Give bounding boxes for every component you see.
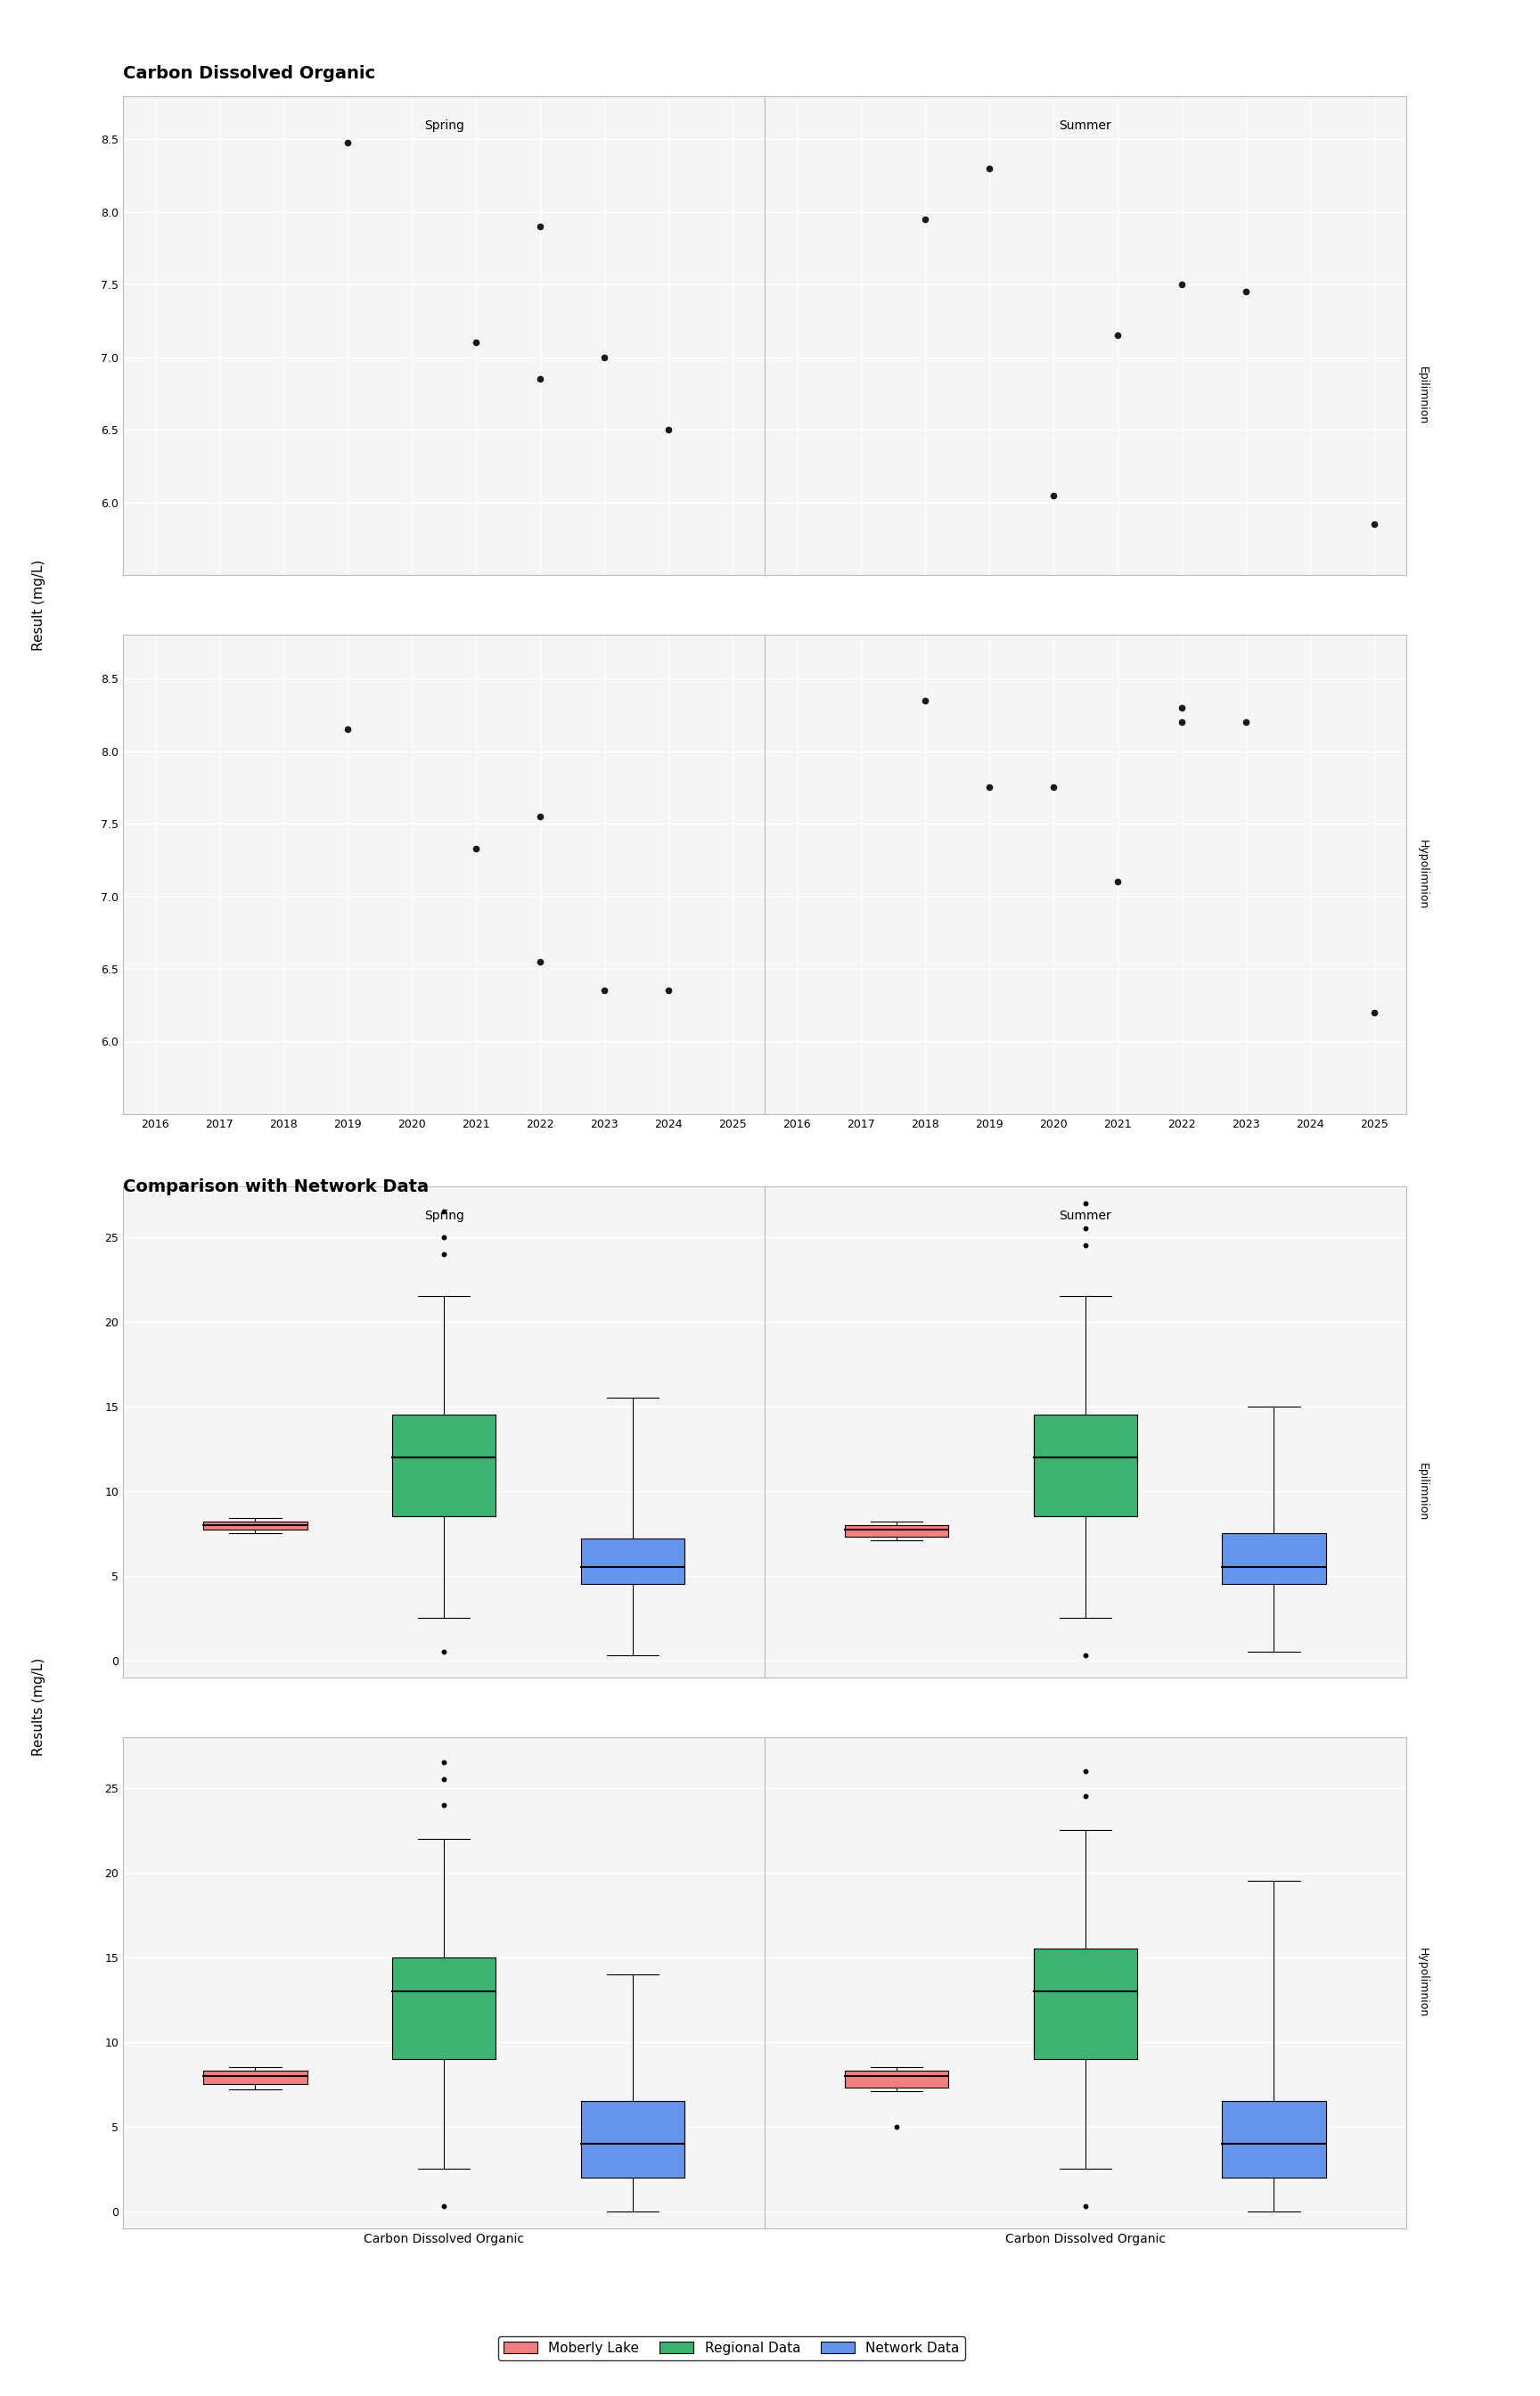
Text: Hypolimnion: Hypolimnion <box>1417 839 1429 910</box>
Text: Spring: Spring <box>424 1210 464 1222</box>
Point <box>976 149 1001 187</box>
Point <box>431 1785 456 1823</box>
Bar <box>393 1958 496 2058</box>
Text: Results (mg/L): Results (mg/L) <box>32 1658 45 1756</box>
Point <box>431 1632 456 1670</box>
Bar <box>581 1538 684 1584</box>
Point <box>1073 1184 1098 1222</box>
Point <box>528 942 553 980</box>
Point <box>591 970 616 1009</box>
Point <box>913 680 938 719</box>
Bar <box>1223 1533 1326 1584</box>
Point <box>1169 702 1193 740</box>
Point <box>1169 688 1193 726</box>
Point <box>1234 273 1258 311</box>
Point <box>1073 1751 1098 1790</box>
Text: Comparison with Network Data: Comparison with Network Data <box>123 1179 430 1196</box>
Point <box>431 1761 456 1799</box>
Point <box>913 201 938 240</box>
Point <box>1041 769 1066 807</box>
Point <box>464 829 488 867</box>
Point <box>528 798 553 836</box>
Text: Result (mg/L): Result (mg/L) <box>32 558 45 652</box>
Bar <box>1223 2101 1326 2178</box>
Point <box>591 338 616 376</box>
Text: Epilimnion: Epilimnion <box>1417 367 1429 424</box>
Text: Carbon Dissolved Organic: Carbon Dissolved Organic <box>123 65 376 81</box>
Text: Summer: Summer <box>1060 120 1112 132</box>
Bar <box>581 2101 684 2178</box>
Point <box>528 208 553 247</box>
Point <box>431 1234 456 1272</box>
Text: Spring: Spring <box>424 120 464 132</box>
Point <box>528 359 553 398</box>
Point <box>1073 1636 1098 1675</box>
Point <box>976 769 1001 807</box>
Bar <box>845 1524 949 1536</box>
Point <box>1361 506 1386 544</box>
Text: Epilimnion: Epilimnion <box>1417 1462 1429 1521</box>
Bar <box>393 1414 496 1517</box>
Point <box>1073 1778 1098 1816</box>
Point <box>884 2108 909 2147</box>
Point <box>1041 477 1066 515</box>
Point <box>1234 702 1258 740</box>
Point <box>336 122 360 161</box>
Point <box>1106 863 1130 901</box>
Point <box>431 2188 456 2226</box>
Point <box>656 970 681 1009</box>
Text: Summer: Summer <box>1060 1210 1112 1222</box>
Point <box>431 1217 456 1256</box>
Bar <box>203 1521 306 1529</box>
Legend: Moberly Lake, Regional Data, Network Data: Moberly Lake, Regional Data, Network Dat… <box>497 2336 966 2360</box>
Point <box>1361 994 1386 1033</box>
Point <box>1106 316 1130 355</box>
Point <box>1073 2188 1098 2226</box>
Point <box>656 410 681 448</box>
Text: Hypolimnion: Hypolimnion <box>1417 1948 1429 2017</box>
Point <box>431 1744 456 1783</box>
Point <box>336 709 360 748</box>
Point <box>1169 266 1193 304</box>
Bar <box>1033 1414 1137 1517</box>
Point <box>464 323 488 362</box>
Bar <box>203 2070 306 2085</box>
Point <box>1073 1210 1098 1248</box>
Bar <box>1033 1948 1137 2058</box>
Point <box>1073 1227 1098 1265</box>
Point <box>431 1193 456 1232</box>
Bar <box>845 2070 949 2087</box>
